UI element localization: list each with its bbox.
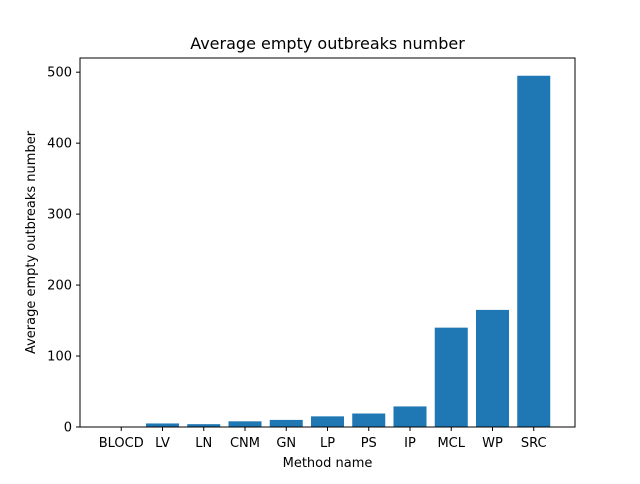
bars-group: [146, 75, 551, 428]
y-axis-title: Average empty outbreaks number: [24, 130, 39, 354]
x-tick-label: GN: [276, 436, 296, 451]
bar-lv: [146, 423, 179, 427]
y-axis-ticks: 0 100 200 300 400 500: [47, 66, 80, 436]
x-axis-title: Method name: [283, 456, 373, 471]
y-tick-label: 200: [47, 279, 72, 294]
x-tick-label: LP: [320, 436, 335, 451]
x-tick-label: IP: [404, 436, 416, 451]
x-tick-label: LN: [195, 436, 212, 451]
x-tick-label: PS: [361, 436, 377, 451]
x-tick-label: WP: [482, 436, 503, 451]
bar-lp: [311, 416, 344, 427]
x-tick-label: CNM: [230, 436, 260, 451]
bar-ps: [352, 413, 386, 427]
bar-wp: [476, 309, 509, 427]
y-tick-label: 0: [64, 421, 72, 436]
bar-src: [517, 75, 551, 428]
y-tick-label: 300: [47, 208, 72, 223]
x-tick-label: MCL: [437, 436, 465, 451]
chart-title: Average empty outbreaks number: [190, 34, 465, 53]
plot-frame: [79, 57, 576, 428]
bar-cnm: [228, 421, 262, 427]
x-axis-ticks: BLOCD LV LN CNM GN LP PS IP MCL WP SRC: [99, 427, 547, 451]
bar-ln: [187, 424, 221, 427]
bar-mcl: [434, 327, 468, 427]
y-tick-label: 400: [47, 137, 72, 152]
x-tick-label: BLOCD: [99, 436, 144, 451]
x-tick-label: SRC: [521, 436, 547, 451]
x-tick-label: LV: [155, 436, 170, 451]
y-tick-label: 100: [47, 350, 72, 365]
bar-ip: [393, 406, 427, 427]
y-tick-label: 500: [47, 66, 72, 81]
bar-gn: [269, 419, 303, 427]
